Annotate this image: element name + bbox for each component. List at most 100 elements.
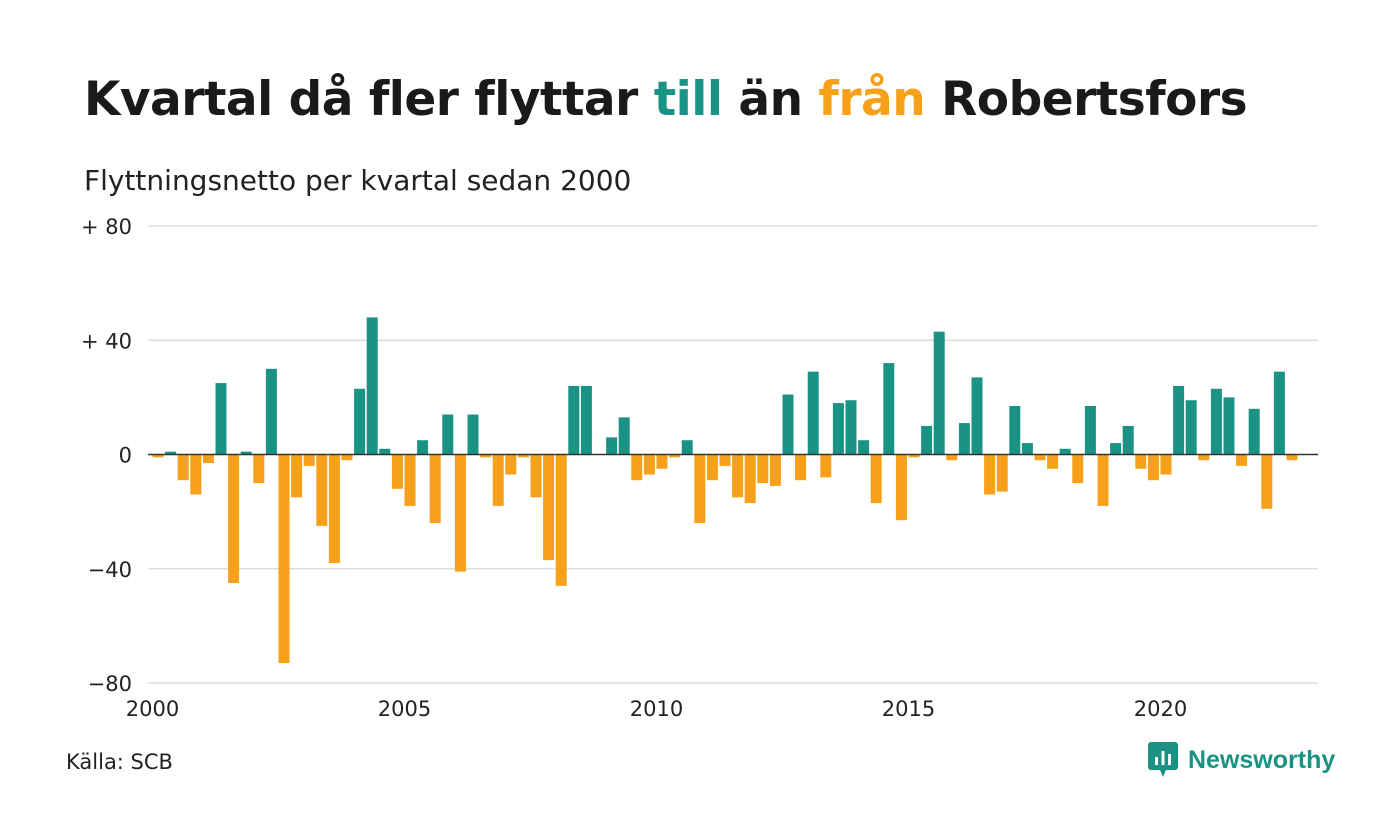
title-part-1: Kvartal då fler flyttar: [84, 72, 654, 127]
bar: [543, 454, 555, 561]
bar: [429, 454, 441, 524]
bar: [354, 388, 366, 455]
bar: [1047, 454, 1059, 469]
title-till-highlight: till: [653, 72, 723, 127]
bar: [253, 454, 265, 484]
bar: [341, 454, 353, 461]
bar: [769, 454, 781, 486]
x-tick-label: 2010: [630, 697, 683, 721]
bar: [971, 377, 983, 455]
bar: [404, 454, 416, 506]
bar: [870, 454, 882, 504]
bar: [228, 454, 240, 584]
bar: [719, 454, 731, 466]
bar: [795, 454, 807, 481]
y-tick-label: + 80: [81, 215, 132, 239]
source-label: Källa: SCB: [66, 750, 173, 774]
bar: [1210, 388, 1222, 455]
title-part-2: än: [722, 72, 819, 127]
bar: [832, 403, 844, 455]
bar: [1261, 454, 1273, 509]
bar: [190, 454, 202, 495]
chart-title: Kvartal då fler flyttar till än från Rob…: [84, 72, 1248, 127]
bar: [618, 417, 630, 455]
bar: [1009, 405, 1021, 455]
bar: [580, 385, 592, 455]
bar: [1034, 454, 1046, 461]
brand-logo: Newsworthy: [1148, 742, 1335, 778]
bar: [1122, 425, 1134, 455]
bar: [240, 451, 252, 455]
bar: [379, 448, 391, 455]
bar: [1097, 454, 1109, 506]
bar: [417, 440, 429, 455]
bar: [1084, 405, 1096, 455]
bar: [631, 454, 643, 481]
bar: [1135, 454, 1147, 469]
chart-subtitle: Flyttningsnetto per kvartal sedan 2000: [84, 164, 632, 197]
bar: [316, 454, 328, 526]
bar: [895, 454, 907, 521]
bar: [921, 425, 933, 455]
y-tick-label: −40: [88, 558, 132, 582]
bar: [820, 454, 832, 478]
bar: [858, 440, 870, 455]
y-tick-label: 0: [119, 444, 132, 468]
x-tick-label: 2015: [882, 697, 935, 721]
bar: [291, 454, 303, 498]
bar: [782, 394, 794, 455]
bar: [278, 454, 290, 664]
bar: [1110, 443, 1122, 455]
bar: [391, 454, 403, 489]
bar: [1160, 454, 1172, 475]
bar: [505, 454, 517, 475]
bar: [517, 454, 529, 458]
bar: [1273, 371, 1285, 455]
bar: [1236, 454, 1248, 466]
bar: [1223, 397, 1235, 455]
bar: [303, 454, 315, 466]
bar: [984, 454, 996, 495]
x-tick-label: 2005: [378, 697, 431, 721]
bar: [215, 383, 227, 455]
bar: [643, 454, 655, 475]
bar: [1286, 454, 1298, 461]
x-tick-label: 2000: [126, 697, 179, 721]
bar: [265, 368, 277, 455]
bar: [996, 454, 1008, 492]
bar: [1173, 385, 1185, 455]
brand-name: Newsworthy: [1188, 745, 1336, 774]
bar: [568, 385, 580, 455]
bar: [669, 454, 681, 458]
bar: [1059, 448, 1071, 455]
bar: [807, 371, 819, 455]
bar: [694, 454, 706, 524]
x-tick-label: 2020: [1134, 697, 1187, 721]
bar: [883, 363, 895, 455]
bar: [1248, 408, 1260, 455]
bar: [165, 451, 177, 455]
bar: [1198, 454, 1210, 461]
bar: [555, 454, 567, 586]
bar: [946, 454, 958, 461]
bar: [1021, 443, 1033, 455]
bar: [442, 414, 454, 455]
bar: [845, 400, 857, 455]
bar: [202, 454, 214, 464]
bar: [958, 423, 970, 455]
bar: [328, 454, 340, 564]
bar: [706, 454, 718, 481]
bar: [177, 454, 189, 481]
bar: [1147, 454, 1159, 481]
bar: [152, 454, 164, 458]
y-tick-label: + 40: [81, 329, 132, 353]
bar: [1072, 454, 1084, 484]
bar: [656, 454, 668, 469]
newsworthy-logo-icon: [1148, 742, 1178, 777]
bar: [606, 437, 618, 455]
bar: [366, 317, 378, 455]
title-fran-highlight: från: [818, 72, 926, 127]
bar: [744, 454, 756, 504]
y-tick-label: −80: [88, 672, 132, 696]
bar: [732, 454, 744, 498]
